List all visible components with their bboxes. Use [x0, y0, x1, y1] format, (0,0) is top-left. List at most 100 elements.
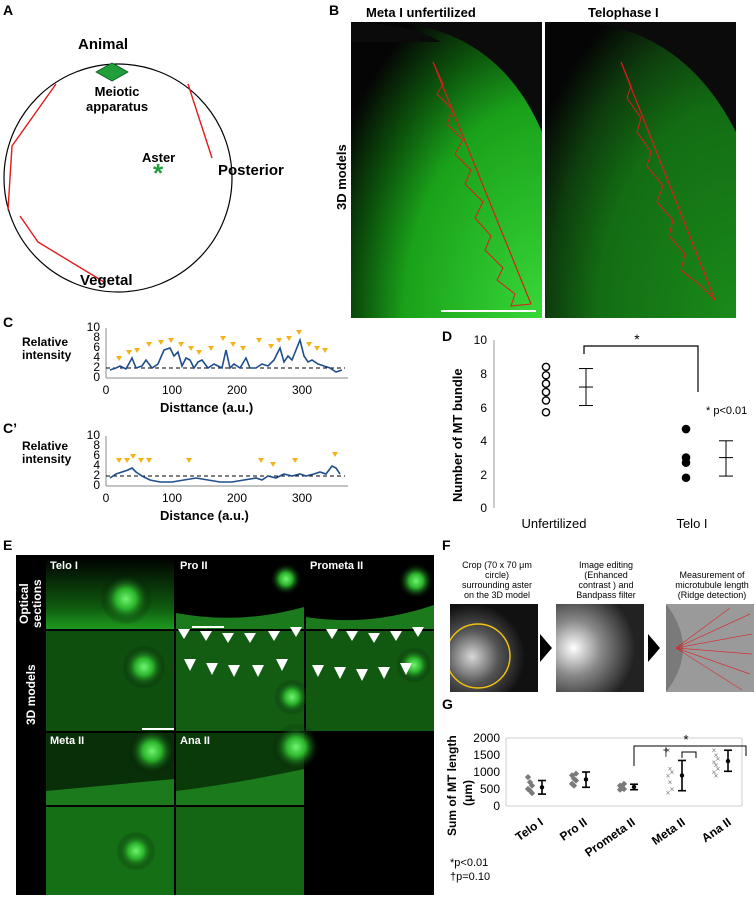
panel-label-g: G: [442, 696, 453, 712]
d-ytick-2: 2: [480, 468, 487, 482]
d-pvalue: * p<0.01: [706, 405, 747, 417]
g-point: ×: [714, 751, 719, 760]
col-label-meta-i: Meta I unfertilized: [366, 5, 476, 20]
cp-ytick-2: 2: [93, 468, 100, 482]
cp-xtick-0: 0: [103, 491, 110, 505]
e-row-label-3d: 3D models: [24, 664, 38, 725]
d-ylabel: Number of MT bundle: [450, 368, 465, 502]
g-point: ×: [712, 746, 717, 755]
e-label-meta-ii: Meta II: [50, 735, 85, 747]
c-ytick-4: 4: [93, 350, 100, 364]
d-point: [541, 379, 551, 388]
cp-xtick-200: 200: [227, 491, 247, 505]
c-xtick-0: 0: [103, 383, 110, 397]
g-mean: [539, 785, 545, 790]
cp-ytick-10: 10: [87, 428, 101, 442]
panel-f-pipeline: [450, 604, 754, 692]
c-peak-markers: [116, 330, 328, 361]
label-posterior: Posterior: [218, 162, 284, 179]
c-xtick-100: 100: [162, 383, 182, 397]
g-point: ×: [670, 768, 675, 777]
g-mean: [679, 773, 685, 778]
g-point: ×: [666, 746, 671, 755]
d-ytick-0: 0: [480, 501, 487, 515]
g-xtick-pro-ii: Pro II: [557, 815, 590, 844]
micrograph-telophase-i: [545, 22, 736, 318]
label-vegetal: Vegetal: [80, 272, 133, 289]
g-sig-star: *: [683, 732, 688, 747]
panel-label-f: F: [442, 537, 451, 553]
g-point: ×: [712, 758, 717, 767]
cp-xlabel: Distance (a.u.): [160, 508, 249, 523]
d-sig-star: *: [634, 331, 640, 347]
meiotic-apparatus-icon: [95, 62, 129, 82]
e-row-label-optical: Optical sections: [17, 579, 44, 628]
cp-ytick-8: 8: [93, 438, 100, 452]
panel-label-cp: C’: [3, 420, 17, 436]
g-point: ×: [668, 765, 673, 774]
g-point: ×: [670, 785, 675, 794]
cortex-segment-bottom: [19, 215, 105, 283]
g-xtick-prometa-ii: Prometa II: [582, 815, 638, 860]
g-ytick-0: 0: [493, 799, 500, 813]
d-xtick-telo-i: Telo I: [676, 516, 707, 531]
g-point: ×: [714, 761, 719, 770]
c-ytick-8: 8: [93, 330, 100, 344]
d-point: [541, 387, 551, 397]
g-mean: [583, 777, 589, 782]
cp-ytick-0: 0: [93, 478, 100, 492]
c-xtick-200: 200: [227, 383, 247, 397]
panel-a-diagram: *: [3, 62, 233, 293]
cp-xtick-100: 100: [162, 491, 182, 505]
f-step3-text: Measurement of microtubule length (Ridge…: [675, 570, 749, 600]
d-point: [541, 362, 551, 372]
e-label-pro-ii: Pro II: [180, 560, 208, 572]
row-label-3d-models: 3D models: [334, 144, 349, 210]
cp-ytick-6: 6: [93, 448, 100, 462]
micrograph-meta-i: [351, 22, 542, 318]
g-xtick-telo-i: Telo I: [513, 815, 546, 844]
d-ytick-4: 4: [480, 434, 487, 448]
g-legend-dagger: †p=0.10: [450, 871, 490, 883]
c-ytick-0: 0: [93, 370, 100, 384]
d-point: [681, 458, 691, 467]
e-label-telo-i: Telo I: [50, 560, 78, 572]
f-step2-text: Image editing (Enhanced contrast ) and B…: [576, 560, 636, 600]
c-ylabel: Relative intensity: [22, 335, 72, 362]
aster-icon: *: [153, 158, 164, 188]
panel-d-chart: Number of MT bundle 0 2 4 6 8 10 Unferti…: [450, 331, 747, 531]
g-point: ×: [716, 765, 721, 774]
d-point: [541, 407, 551, 417]
g-xtick-meta-ii: Meta II: [649, 815, 688, 848]
e-label-ana-ii: Ana II: [180, 735, 210, 747]
cortex-segment-right: [187, 83, 213, 159]
c-ytick-10: 10: [87, 320, 101, 334]
col-label-telophase-i: Telophase I: [588, 5, 659, 20]
panel-c-plot: 0 2 4 6 8 10 0 100 200 300: [87, 320, 348, 397]
g-ylabel-line1: Sum of MT length: [445, 735, 459, 836]
g-point: ×: [716, 754, 721, 763]
panel-label-d: D: [442, 328, 453, 344]
d-point: [541, 396, 551, 405]
g-ytick-1000: 1000: [473, 765, 500, 779]
g-point: ×: [666, 771, 671, 780]
cp-ylabel: Relative intensity: [22, 439, 72, 466]
label-meiotic-apparatus: Meiotic apparatus: [86, 84, 149, 114]
g-point: ×: [666, 788, 671, 797]
d-ytick-6: 6: [480, 401, 487, 415]
f-step1-text: Crop (70 x 70 μm circle) surrounding ast…: [461, 560, 533, 600]
panel-e-micrographs: [16, 555, 434, 895]
cp-peak-markers: [116, 452, 338, 467]
d-point: [681, 473, 691, 483]
label-aster: Aster: [142, 150, 176, 165]
panel-label-a: A: [3, 2, 14, 18]
c-xlabel: Disttance (a.u.): [160, 400, 254, 415]
panel-g-chart: Sum of MT length (μm) 0 500 1000 1500 20…: [445, 731, 747, 883]
d-point: [541, 370, 551, 380]
cp-ytick-4: 4: [93, 458, 100, 472]
cortex-segment-left: [7, 83, 57, 211]
panel-label-b: B: [329, 2, 340, 18]
g-ytick-500: 500: [480, 782, 500, 796]
cp-xtick-300: 300: [292, 491, 312, 505]
g-point: ×: [668, 778, 673, 787]
